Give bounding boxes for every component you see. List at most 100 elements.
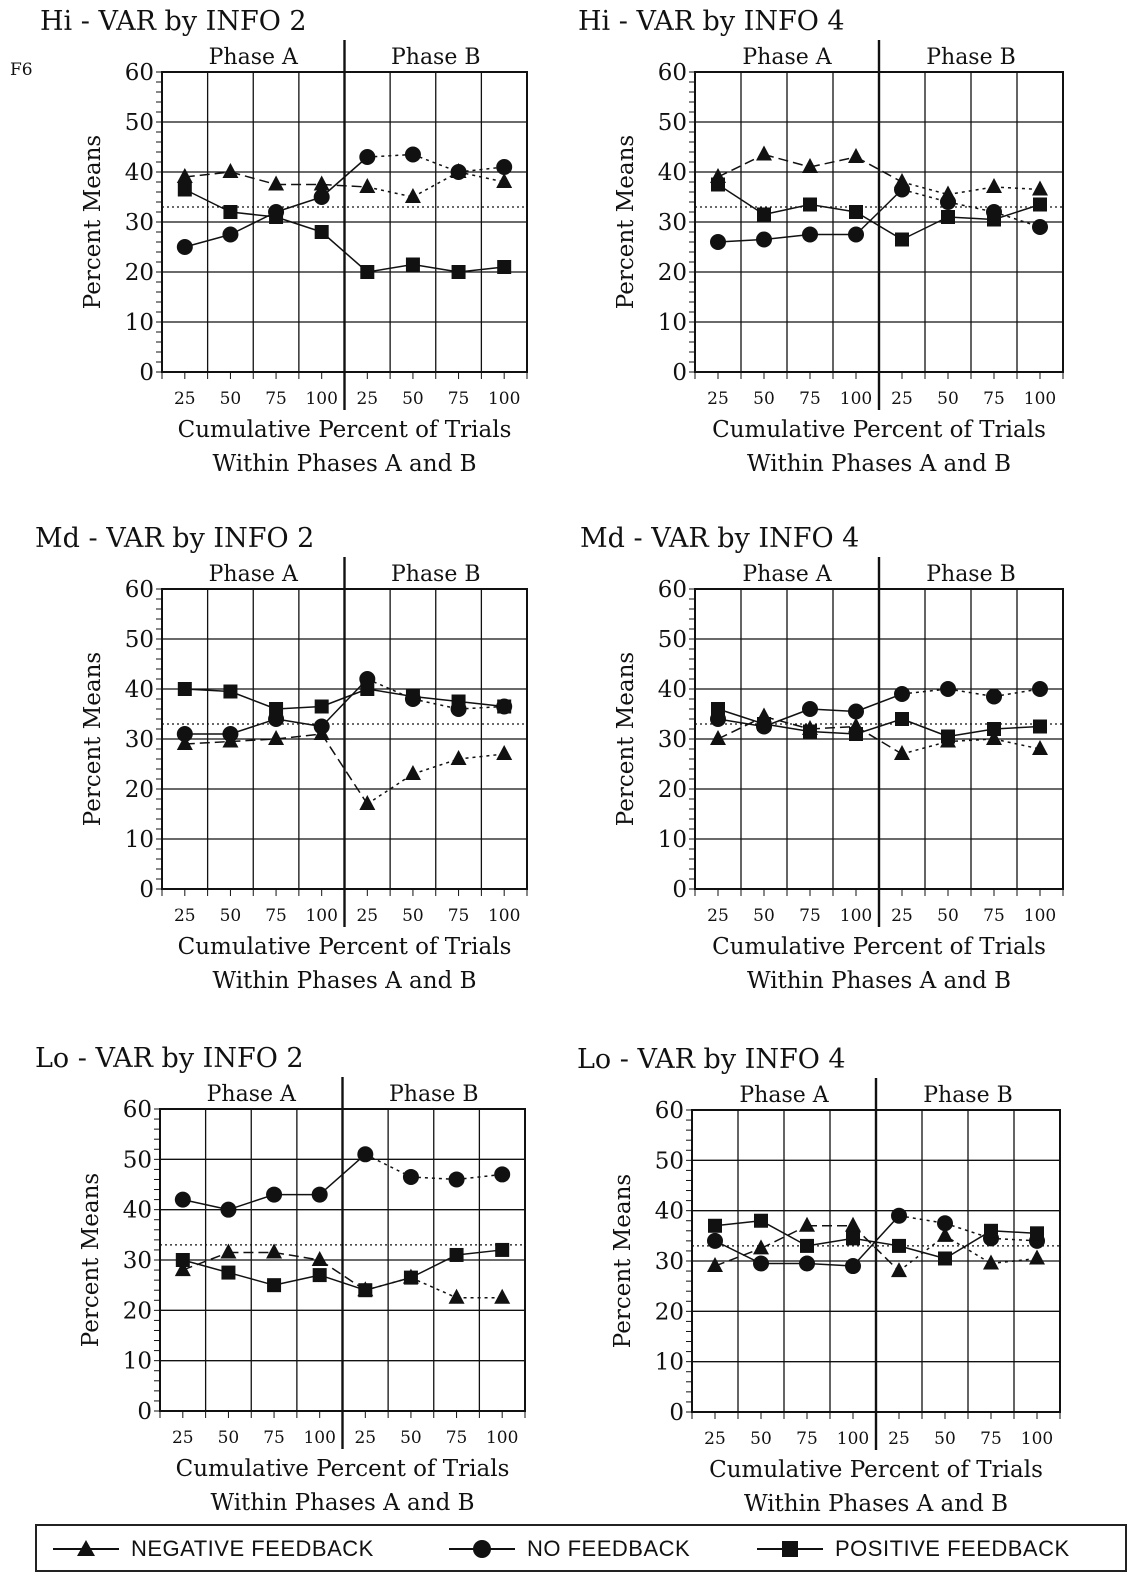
data-point xyxy=(403,1270,418,1285)
series-segment xyxy=(364,1153,412,1178)
chart-panel-2: Md - VAR by INFO 2 0 10 20 30 40 50 60 Phase A Ph… xyxy=(35,523,528,994)
data-point xyxy=(710,730,726,745)
series-segment xyxy=(852,1237,900,1247)
x-tick-label: 100 xyxy=(1024,389,1056,409)
y-tick-label: 0 xyxy=(137,1399,152,1425)
x-axis-label: Cumulative Percent of Trials xyxy=(712,934,1046,960)
series-segment xyxy=(184,188,231,213)
y-tick-label: 0 xyxy=(669,1400,684,1426)
x-tick-label: 50 xyxy=(220,906,242,926)
chart-title: Lo - VAR by INFO 4 xyxy=(577,1044,846,1075)
series-segment xyxy=(944,1235,992,1265)
x-tick-label: 100 xyxy=(1021,1429,1053,1449)
data-point xyxy=(803,197,817,212)
x-tick-label: 100 xyxy=(1024,906,1056,926)
y-tick-label: 60 xyxy=(125,60,154,86)
phase-label: Phase B xyxy=(926,45,1016,70)
data-point xyxy=(799,1216,815,1232)
series-segment xyxy=(809,725,857,730)
data-point xyxy=(848,703,864,720)
data-point xyxy=(359,178,376,193)
data-point xyxy=(358,1283,373,1298)
phase-label: Phase A xyxy=(739,1083,829,1108)
y-tick-label: 60 xyxy=(658,60,687,86)
data-point xyxy=(176,168,193,183)
series-segment xyxy=(855,718,903,735)
x-tick-label: 25 xyxy=(707,389,729,409)
series-segment xyxy=(944,1222,992,1240)
x-tick-label: 100 xyxy=(486,1428,518,1448)
y-tick-label: 40 xyxy=(125,677,154,703)
x-tick-label: 25 xyxy=(172,1428,194,1448)
data-point xyxy=(177,682,192,696)
data-point xyxy=(711,177,725,192)
data-point xyxy=(987,722,1001,736)
series-segment xyxy=(947,186,995,196)
phase-label: Phase B xyxy=(391,562,481,587)
x-tick-label: 100 xyxy=(305,389,337,409)
y-tick-label: 60 xyxy=(123,1097,152,1123)
x-tick-label: 25 xyxy=(888,1429,910,1449)
data-point xyxy=(269,210,284,224)
x-axis-label: Within Phases A and B xyxy=(212,968,476,994)
data-point xyxy=(405,689,420,704)
y-tick-label: 30 xyxy=(123,1248,152,1274)
y-tick-label: 40 xyxy=(123,1198,152,1224)
series-segment xyxy=(993,725,1041,730)
series-segment xyxy=(852,1215,900,1267)
series-segment xyxy=(809,730,857,735)
data-point xyxy=(450,164,467,180)
x-tick-label: 100 xyxy=(488,906,520,926)
data-point xyxy=(894,181,910,198)
data-point xyxy=(1029,1249,1045,1265)
chart-panel-4: Lo - VAR by INFO 2 0 10 20 30 40 50 60 Phase A Ph… xyxy=(35,1043,526,1516)
data-point xyxy=(938,1251,952,1266)
series-segment xyxy=(760,1225,808,1250)
phase-label: Phase A xyxy=(209,562,299,587)
series-positive-feedback xyxy=(175,1242,510,1298)
series-segment xyxy=(898,1245,946,1260)
x-tick-label: 75 xyxy=(263,1428,285,1448)
series-segment xyxy=(230,718,277,735)
data-point xyxy=(311,1251,328,1266)
y-tick-label: 10 xyxy=(123,1349,152,1375)
data-point xyxy=(802,226,818,243)
y-tick-label: 30 xyxy=(125,210,154,236)
data-point xyxy=(404,146,421,163)
series-segment xyxy=(412,171,459,198)
series-segment xyxy=(714,1219,762,1227)
data-point xyxy=(313,175,330,191)
legend-label-negative: NEGATIVE FEEDBACK xyxy=(131,1536,374,1561)
y-tick-label: 10 xyxy=(658,310,687,336)
series-positive-feedback xyxy=(708,1213,1044,1266)
data-point xyxy=(937,1226,953,1242)
phase-label: Phase A xyxy=(207,1082,297,1107)
y-tick-label: 0 xyxy=(139,360,154,386)
x-tick-label: 25 xyxy=(891,906,913,926)
y-axis-label: Percent Means xyxy=(613,652,639,826)
data-point xyxy=(983,1254,999,1270)
data-point xyxy=(174,1191,191,1208)
data-point xyxy=(496,173,513,188)
y-tick-label: 20 xyxy=(655,1299,684,1325)
data-point xyxy=(360,265,375,279)
data-point xyxy=(359,149,376,165)
series-segment xyxy=(321,688,368,708)
data-point xyxy=(941,729,955,744)
x-tick-label: 50 xyxy=(402,389,424,409)
series-segment xyxy=(367,186,414,198)
series-segment xyxy=(809,156,857,168)
series-segment xyxy=(321,231,368,273)
series-segment xyxy=(714,1247,762,1267)
data-point xyxy=(313,718,330,735)
data-point xyxy=(222,726,239,742)
y-tick-label: 30 xyxy=(655,1249,684,1275)
data-point xyxy=(756,145,772,161)
series-segment xyxy=(993,738,1041,750)
series-segment xyxy=(275,196,322,213)
series-segment xyxy=(852,1225,900,1272)
series-segment xyxy=(230,211,277,218)
data-point xyxy=(448,1288,465,1304)
data-point xyxy=(267,1278,282,1293)
data-point xyxy=(314,699,329,714)
